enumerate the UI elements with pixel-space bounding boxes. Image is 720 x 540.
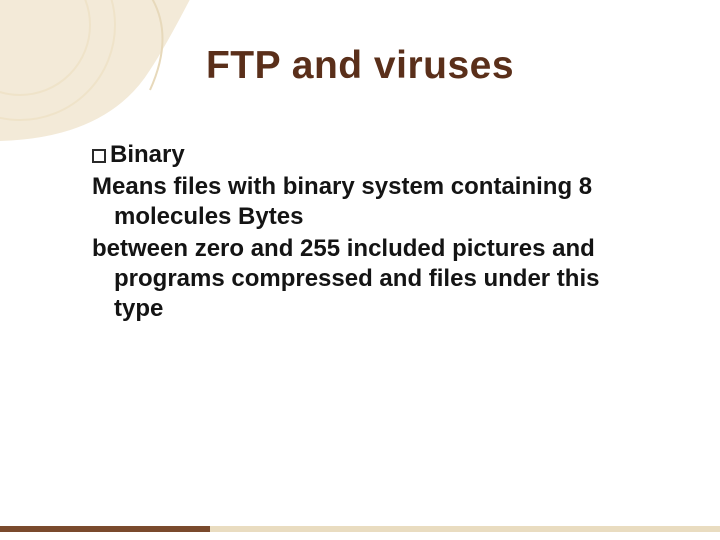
- body-line: Means files with binary system containin…: [92, 172, 660, 202]
- body-line: programs compressed and files under this: [92, 264, 660, 294]
- slide-body: Binary Means files with binary system co…: [92, 140, 660, 324]
- body-line: type: [92, 294, 660, 324]
- body-line: molecules Bytes: [92, 202, 660, 232]
- footer-stripe: [0, 526, 720, 532]
- body-line: between zero and 255 included pictures a…: [92, 234, 660, 264]
- slide-title: FTP and viruses: [0, 44, 720, 88]
- bullet-label: Binary: [110, 141, 185, 168]
- slide: FTP and viruses Binary Means files with …: [0, 0, 720, 540]
- bullet-square-icon: [92, 149, 106, 163]
- bullet-item: Binary: [92, 140, 660, 170]
